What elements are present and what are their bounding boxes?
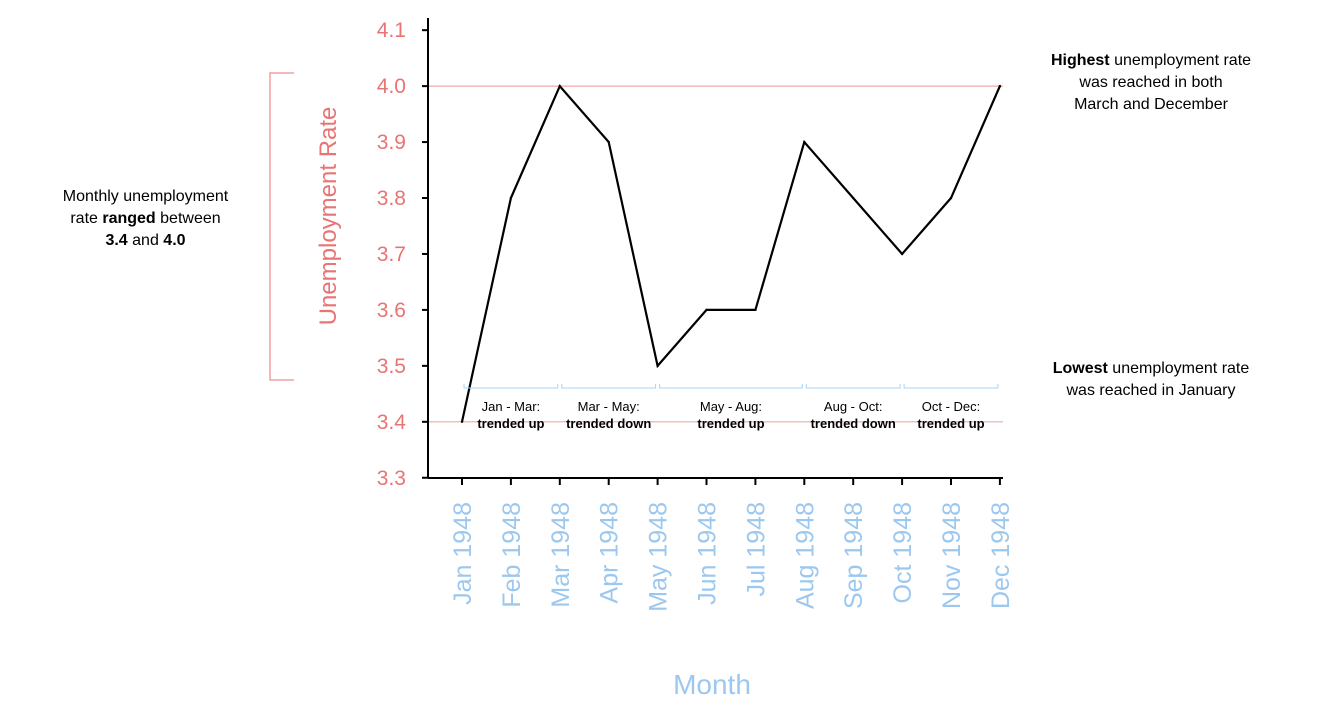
trend-bracket-1 bbox=[561, 384, 657, 389]
data-point bbox=[607, 140, 610, 144]
range-annotation-post: between bbox=[155, 210, 221, 227]
y-axis-title: Unemployment Rate bbox=[315, 107, 342, 326]
x-tick-label: Oct 1948 bbox=[889, 502, 917, 603]
highest-annotation-line2: was reached in both bbox=[1079, 74, 1223, 91]
x-tick-label: Jan 1948 bbox=[449, 502, 477, 605]
highest-annotation-line3: March and December bbox=[1074, 96, 1228, 113]
data-point bbox=[852, 196, 855, 200]
y-tick-label: 3.6 bbox=[377, 299, 406, 322]
x-tick-label: Aug 1948 bbox=[791, 502, 819, 609]
y-tick-label: 3.9 bbox=[377, 131, 406, 154]
range-annotation-bold: ranged bbox=[102, 210, 156, 227]
x-tick-label: Dec 1948 bbox=[987, 502, 1015, 609]
data-point bbox=[949, 196, 953, 200]
range-annotation-min: 3.4 bbox=[105, 232, 128, 249]
y-tick-label: 3.5 bbox=[377, 355, 406, 378]
trend-bracket-0 bbox=[463, 384, 559, 389]
data-point bbox=[558, 84, 561, 88]
trend-bracket-2 bbox=[659, 384, 803, 389]
range-bracket bbox=[269, 72, 294, 381]
trend-direction-label: trended up bbox=[917, 416, 984, 431]
y-tick-label: 3.7 bbox=[377, 243, 406, 266]
series-line bbox=[460, 84, 1001, 423]
lowest-annotation-rest: unemployment rate bbox=[1107, 360, 1250, 377]
range-annotation-pre: rate bbox=[70, 210, 103, 227]
data-point bbox=[754, 308, 757, 312]
trend-direction-label: trended down bbox=[566, 416, 651, 431]
range-annotation-max: 4.0 bbox=[163, 232, 186, 249]
y-tick-label: 4.0 bbox=[377, 75, 406, 98]
range-annotation-line1: Monthly unemployment bbox=[62, 188, 229, 205]
x-tick-label: Jun 1948 bbox=[694, 502, 722, 605]
data-point bbox=[900, 252, 904, 256]
highest-annotation: Highest unemployment rate was reached in… bbox=[1015, 50, 1287, 116]
data-point bbox=[509, 196, 513, 200]
lowest-annotation-line2: was reached in January bbox=[1066, 382, 1236, 399]
trend-period-label: Aug - Oct: bbox=[824, 399, 883, 414]
trend-period-label: May - Aug: bbox=[700, 399, 762, 414]
x-axis-title: Month bbox=[673, 669, 751, 700]
data-point bbox=[803, 140, 806, 144]
y-tick-label: 3.8 bbox=[377, 187, 406, 210]
data-point bbox=[705, 308, 708, 312]
trend-bracket-4 bbox=[903, 384, 999, 389]
lowest-annotation-bold: Lowest bbox=[1052, 360, 1108, 377]
range-annotation-and: and bbox=[127, 232, 164, 249]
lowest-annotation: Lowest unemployment rate was reached in … bbox=[1015, 358, 1287, 402]
highest-annotation-bold: Highest bbox=[1050, 52, 1110, 69]
x-tick-label: Nov 1948 bbox=[938, 502, 966, 609]
trend-period-label: Jan - Mar: bbox=[482, 399, 541, 414]
y-tick-label: 3.3 bbox=[377, 467, 406, 490]
x-tick-label: Feb 1948 bbox=[498, 502, 526, 608]
trend-period-label: Mar - May: bbox=[578, 399, 640, 414]
x-tick-label: Jul 1948 bbox=[742, 502, 770, 597]
trend-period-label: Oct - Dec: bbox=[922, 399, 981, 414]
trend-bracket-3 bbox=[805, 384, 901, 389]
trend-direction-label: trended down bbox=[811, 416, 896, 431]
data-point bbox=[656, 364, 659, 368]
range-annotation: Monthly unemployment rate ranged between… bbox=[18, 186, 273, 252]
trend-direction-label: trended up bbox=[697, 416, 764, 431]
trend-direction-label: trended up bbox=[477, 416, 544, 431]
x-tick-label: Sep 1948 bbox=[840, 502, 868, 609]
highest-annotation-rest: unemployment rate bbox=[1109, 52, 1252, 69]
y-tick-label: 3.4 bbox=[377, 411, 407, 434]
x-tick-label: May 1948 bbox=[645, 502, 673, 612]
x-tick-label: Apr 1948 bbox=[596, 502, 624, 603]
data-point bbox=[998, 84, 1002, 88]
data-point bbox=[460, 420, 464, 424]
y-tick-label: 4.1 bbox=[377, 19, 406, 42]
x-tick-label: Mar 1948 bbox=[547, 502, 575, 608]
